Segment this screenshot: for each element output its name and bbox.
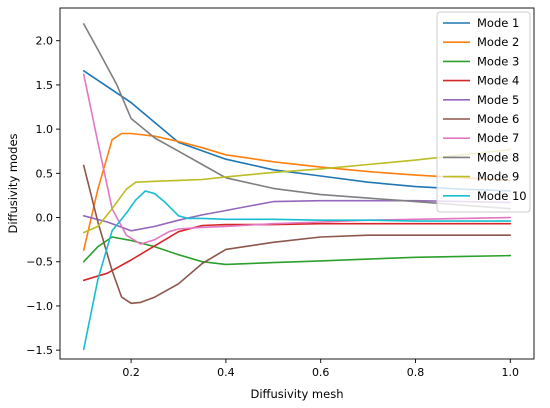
legend-label: Mode 7 [477,131,519,145]
x-tick-label: 0.2 [122,366,140,379]
x-axis-label: Diffusivity mesh [251,387,344,401]
series-line-mode-3 [82,236,512,266]
y-tick-label: −1.0 [26,300,53,313]
y-axis-ticks: −1.5 −1.0 −0.5 0.0 0.5 1.0 1.5 2.0 [26,35,60,357]
y-tick-label: −1.5 [26,344,53,357]
series-line-mode-6 [82,164,512,305]
series-line-mode-10 [82,190,512,351]
legend-label: Mode 4 [477,74,519,88]
y-tick-label: 1.0 [36,123,54,136]
plot-frame [59,7,535,360]
legend-label: Mode 1 [477,16,519,30]
series-line-mode-8 [82,23,512,210]
x-tick-label: 0.4 [217,366,235,379]
legend: Mode 1 Mode 2 Mode 3 Mode 4 Mode 5 Mode 6 Mode… [436,11,531,213]
series-line-mode-2 [82,132,512,252]
x-tick-label: 0.8 [407,366,425,379]
y-tick-label: 0.5 [36,167,54,180]
x-tick-label: 0.6 [312,366,330,379]
series-layer [82,23,512,351]
legend-label: Mode 2 [477,35,519,49]
x-tick-label: 1.0 [502,366,520,379]
legend-label: Mode 3 [477,54,519,68]
legend-label: Mode 9 [477,170,519,184]
legend-label: Mode 10 [477,189,527,203]
legend-label: Mode 8 [477,150,519,164]
y-tick-label: 0.0 [36,212,54,225]
y-tick-label: 2.0 [36,35,54,48]
series-line-mode-4 [82,222,512,282]
legend-label: Mode 6 [477,112,519,126]
x-axis-ticks: 0.2 0.4 0.6 0.8 1.0 [122,359,519,379]
y-axis-label: Diffusivity modes [6,133,20,233]
series-line-mode-9 [82,148,512,234]
y-tick-label: −0.5 [26,256,53,269]
legend-label: Mode 5 [477,93,519,107]
y-tick-label: 1.5 [36,79,54,92]
